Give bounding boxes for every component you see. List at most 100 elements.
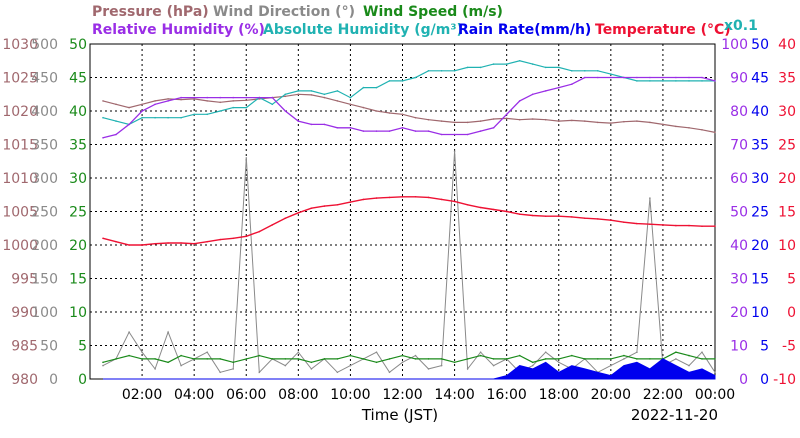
wind-direction-line-point	[427, 368, 430, 370]
wind-speed-line-point	[701, 358, 703, 360]
relative-humidity-line-point	[167, 100, 169, 102]
temperature-line-point	[636, 222, 638, 225]
y-tick-label-pressure: 1030	[2, 37, 38, 53]
x-tick-label: 04:00	[174, 387, 214, 403]
pressure-line-point	[427, 118, 430, 121]
pressure-line-point	[180, 98, 182, 101]
absolute-humidity-line-point	[154, 116, 156, 119]
pressure-line-point	[479, 120, 482, 122]
relative-humidity-line-point	[623, 76, 625, 79]
relative-humidity-line-point	[245, 96, 248, 99]
x-tick-label: 16:00	[486, 387, 526, 403]
y-tick-label-wind-speed: 25	[69, 205, 87, 221]
y-tick-label-humidity: 70	[730, 138, 748, 154]
y-tick-label-wind-speed: 45	[69, 71, 87, 87]
pressure-line-point	[610, 122, 612, 124]
legend-pressure: Pressure (hPa)	[92, 4, 209, 20]
temperature-line-point	[466, 204, 469, 206]
pressure-line-point	[193, 98, 195, 100]
wind-direction-line-point	[414, 354, 417, 357]
y-tick-label-wind-direction: 150	[31, 272, 58, 288]
y-tick-label-wind-speed: 0	[78, 372, 87, 388]
legend-wind-speed: Wind Speed (m/s)	[363, 4, 503, 20]
y-tick-label-rain: 40	[751, 104, 769, 120]
legend-rain-rate: Rain Rate(mm/h)	[458, 22, 591, 38]
temperature-line-point	[219, 238, 221, 241]
wind-direction-line-point	[375, 351, 378, 354]
y-tick-label-pressure: 1015	[2, 138, 38, 154]
absolute-humidity-line-point	[206, 113, 208, 116]
wind-speed-line-point	[284, 358, 287, 360]
absolute-humidity-line-point	[636, 80, 638, 82]
temperature-line-point	[349, 201, 352, 203]
pressure-line-point	[584, 120, 586, 122]
y-tick-label-humidity: 90	[730, 71, 748, 87]
relative-humidity-line-point	[232, 96, 234, 99]
pressure-line-point	[401, 113, 404, 116]
relative-humidity-line-point	[649, 76, 651, 79]
x-tick-label: 14:00	[434, 387, 474, 403]
temperature-line-point	[623, 221, 625, 223]
wind-direction-line-point	[102, 364, 104, 367]
temperature-line-point	[245, 235, 248, 238]
relative-humidity-line-point	[675, 76, 677, 79]
absolute-humidity-line-point	[649, 80, 651, 82]
absolute-humidity-line-point	[688, 80, 690, 82]
absolute-humidity-line-point	[544, 66, 547, 69]
temperature-line-point	[401, 196, 404, 198]
wind-speed-line-point	[336, 358, 339, 360]
pressure-line-point	[284, 95, 287, 98]
wind-direction-line-point	[714, 371, 716, 374]
pressure-line-point	[362, 106, 365, 109]
wind-speed-line-point	[128, 354, 130, 357]
y-tick-label-temperature: 20	[778, 171, 796, 187]
legend-relative-humidity: Relative Humidity (%)	[92, 22, 265, 38]
wind-speed-line-point	[649, 358, 651, 360]
pressure-line-point	[544, 118, 547, 121]
absolute-humidity-line-point	[102, 116, 104, 119]
absolute-humidity-line-point	[167, 116, 169, 119]
y-tick-label-rain: 10	[751, 305, 769, 321]
wind-speed-line-point	[597, 358, 599, 360]
pressure-line-point	[466, 121, 469, 124]
relative-humidity-line-point	[115, 133, 117, 136]
y-tick-label-temperature: 40	[778, 37, 796, 53]
wind-direction-line-point	[401, 361, 404, 364]
temperature-line-point	[102, 237, 104, 240]
wind-speed-line-point	[610, 358, 612, 360]
absolute-humidity-line-point	[466, 66, 469, 69]
relative-humidity-line-point	[466, 133, 469, 136]
absolute-humidity-line-point	[115, 120, 117, 122]
relative-humidity-line-point	[258, 96, 261, 99]
relative-humidity-line-point	[102, 137, 104, 139]
relative-humidity-line-point	[492, 127, 495, 129]
absolute-humidity-line-point	[232, 106, 234, 109]
absolute-humidity-line-point	[414, 76, 417, 79]
y-tick-label-pressure: 990	[11, 305, 38, 321]
wind-speed-line-point	[115, 358, 117, 360]
temperature-line-point	[362, 198, 365, 201]
absolute-humidity-line-point	[440, 70, 443, 72]
y-tick-label-wind-direction: 400	[31, 104, 58, 120]
relative-humidity-line-point	[128, 123, 130, 126]
y-tick-label-wind-direction: 200	[31, 238, 58, 254]
wind-direction-line-point	[636, 351, 638, 354]
y-tick-label-wind-direction: 50	[40, 339, 58, 355]
relative-humidity-line-point	[297, 120, 300, 122]
y-tick-label-wind-speed: 20	[69, 238, 87, 254]
y-axes: 1030102510201015101010051000995990985980…	[2, 37, 796, 388]
temperature-line	[102, 196, 715, 246]
wind-speed-line-point	[310, 361, 313, 364]
absolute-humidity-line-point	[558, 66, 560, 69]
absolute-humidity-line-point	[453, 70, 456, 72]
wind-direction-line-point	[623, 358, 625, 360]
wind-direction-line-point	[701, 351, 703, 354]
relative-humidity-line-point	[701, 76, 703, 79]
absolute-humidity-line-point	[219, 110, 221, 112]
wind-direction-line-point	[688, 364, 690, 367]
wind-direction-line-point	[440, 364, 443, 367]
wind-speed-line-point	[102, 361, 104, 364]
relative-humidity-line-point	[427, 130, 430, 132]
temperature-line-point	[701, 225, 703, 227]
absolute-humidity-line-point	[427, 70, 430, 72]
